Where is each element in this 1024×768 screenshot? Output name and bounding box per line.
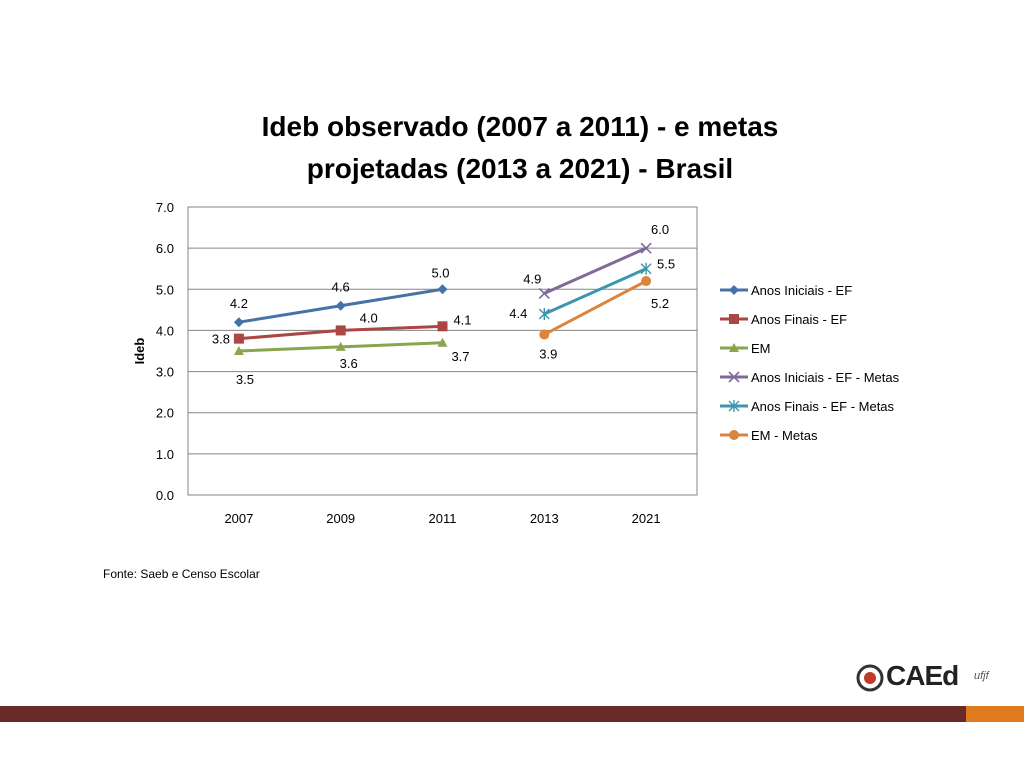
ideb-line-chart: 0.0 1.0 2.0 3.0 4.0 5.0 6.0 7.0 2007 2009 2011 2013…	[132, 200, 900, 526]
y-tick-label: 5.0	[156, 282, 174, 297]
data-point	[538, 307, 550, 320]
legend-label: Anos Iniciais - EF - Metas	[751, 370, 900, 385]
data-point	[437, 284, 448, 295]
legend-marker	[728, 400, 740, 412]
legend-marker	[728, 371, 740, 383]
chart-title-line-1: Ideb observado (2007 a 2011) - e metas	[261, 111, 779, 142]
x-tick-label: 2007	[224, 511, 253, 526]
data-point	[335, 325, 346, 336]
data-label: 6.0	[651, 222, 669, 237]
data-point	[233, 346, 244, 355]
data-point	[437, 337, 448, 347]
data-point	[233, 333, 244, 344]
data-point	[640, 242, 652, 254]
data-label: 3.8	[212, 332, 230, 347]
x-tick-label: 2011	[429, 511, 457, 526]
y-tick-label: 0.0	[156, 488, 174, 503]
logo-sub: ufjf	[974, 670, 989, 682]
data-label: 3.6	[340, 356, 358, 371]
data-point	[640, 262, 652, 275]
caed-emblem-icon	[856, 664, 884, 692]
x-tick-label: 2013	[530, 511, 559, 526]
legend-label: Anos Finais - EF	[751, 312, 847, 327]
series-line	[543, 246, 647, 295]
data-label: 4.0	[360, 310, 378, 325]
legend-label: EM - Metas	[751, 428, 818, 443]
data-point	[233, 317, 244, 328]
data-label: 3.5	[236, 372, 254, 387]
y-tick-label: 2.0	[156, 406, 174, 421]
data-label: 4.4	[509, 306, 527, 321]
data-point	[539, 329, 550, 340]
data-point	[538, 287, 550, 299]
legend-label: Anos Finais - EF - Metas	[751, 399, 895, 414]
y-axis-label: Ideb	[132, 338, 147, 365]
data-point	[437, 321, 448, 332]
caed-logo: CAEd ufjf	[856, 660, 996, 696]
x-tick-label: 2021	[632, 511, 661, 526]
data-label: 4.6	[332, 280, 350, 295]
data-label: 3.7	[451, 349, 469, 364]
data-point	[641, 276, 652, 287]
legend-marker	[729, 430, 739, 440]
chart-title-line-2: projetadas (2013 a 2021) - Brasil	[306, 153, 734, 184]
y-tick-label: 4.0	[156, 323, 174, 338]
logo-text: CAEd	[886, 660, 959, 691]
chart-title: Ideb observado (2007 a 2011) - e metas p…	[200, 106, 840, 190]
data-label: 4.2	[230, 296, 248, 311]
data-point	[335, 341, 346, 351]
footer-accent-bar	[966, 706, 1024, 722]
legend-marker	[729, 285, 739, 295]
series-line	[543, 267, 647, 316]
y-tick-label: 6.0	[156, 241, 174, 256]
data-label: 4.1	[453, 312, 471, 327]
data-label: 5.0	[431, 265, 449, 280]
y-tick-label: 3.0	[156, 365, 174, 380]
data-label: 5.5	[657, 257, 675, 272]
source-note: Fonte: Saeb e Censo Escolar	[103, 567, 260, 581]
x-tick-label: 2009	[326, 511, 355, 526]
data-label: 3.9	[539, 347, 557, 362]
data-label: 5.2	[651, 296, 669, 311]
legend-label: Anos Iniciais - EF	[751, 283, 852, 298]
y-tick-label: 1.0	[156, 447, 174, 462]
y-tick-label: 7.0	[156, 200, 174, 215]
legend-marker	[729, 343, 739, 352]
legend-marker	[729, 314, 739, 324]
legend-label: EM	[751, 341, 771, 356]
data-point	[335, 300, 346, 311]
data-label: 4.9	[523, 271, 541, 286]
series-line	[543, 279, 647, 336]
footer-bar	[0, 706, 966, 722]
